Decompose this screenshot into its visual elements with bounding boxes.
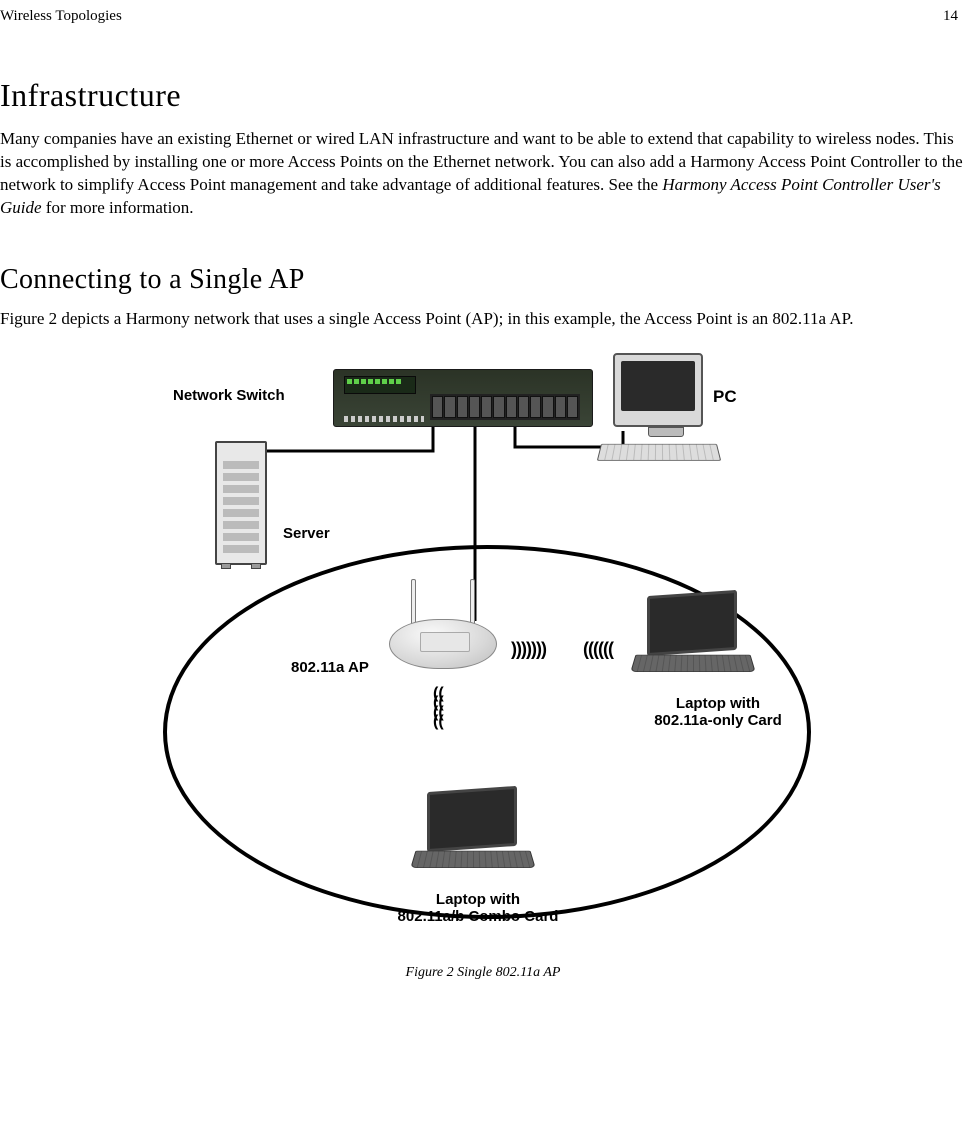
page-content: Infrastructure Many companies have an ex… bbox=[0, 77, 970, 981]
ap-antenna-icon bbox=[470, 579, 475, 625]
page-header: Wireless Topologies 14 bbox=[0, 0, 970, 29]
pc-label: PC bbox=[713, 387, 737, 407]
network-diagram: Network Switch PC Server bbox=[93, 353, 873, 943]
laptop-device bbox=[633, 593, 753, 677]
section-heading: Infrastructure bbox=[0, 77, 966, 114]
network-switch-device bbox=[333, 369, 593, 427]
wireless-waves-icon: ))))))) bbox=[511, 639, 546, 660]
laptop-b-label: Laptop with802.11a/b Combo Card bbox=[383, 891, 573, 926]
ap-label: 802.11a AP bbox=[291, 659, 369, 676]
page-number: 14 bbox=[943, 8, 958, 25]
server-device bbox=[215, 441, 267, 565]
laptop-device bbox=[413, 789, 533, 873]
subsection-heading: Connecting to a Single AP bbox=[0, 264, 966, 296]
pc-device bbox=[613, 353, 719, 463]
ap-antenna-icon bbox=[411, 579, 416, 625]
section-body: Many companies have an existing Ethernet… bbox=[0, 128, 966, 220]
pc-keyboard-icon bbox=[597, 444, 721, 461]
wireless-waves-icon: (((((( bbox=[583, 639, 613, 660]
switch-led-panel bbox=[344, 376, 416, 394]
laptop-a-label: Laptop with802.11a-only Card bbox=[633, 695, 803, 730]
figure-caption: Figure 2 Single 802.11a AP bbox=[406, 965, 561, 981]
switch-ports bbox=[430, 394, 580, 420]
access-point-device bbox=[389, 619, 497, 669]
server-label: Server bbox=[283, 525, 330, 542]
subsection-body: Figure 2 depicts a Harmony network that … bbox=[0, 308, 966, 331]
pc-monitor-icon bbox=[613, 353, 703, 427]
wireless-waves-icon: (((((((( bbox=[433, 689, 444, 727]
switch-label: Network Switch bbox=[173, 387, 285, 404]
figure-container: Network Switch PC Server bbox=[0, 353, 966, 981]
section-body-post: for more information. bbox=[42, 198, 194, 217]
header-title: Wireless Topologies bbox=[0, 8, 122, 25]
